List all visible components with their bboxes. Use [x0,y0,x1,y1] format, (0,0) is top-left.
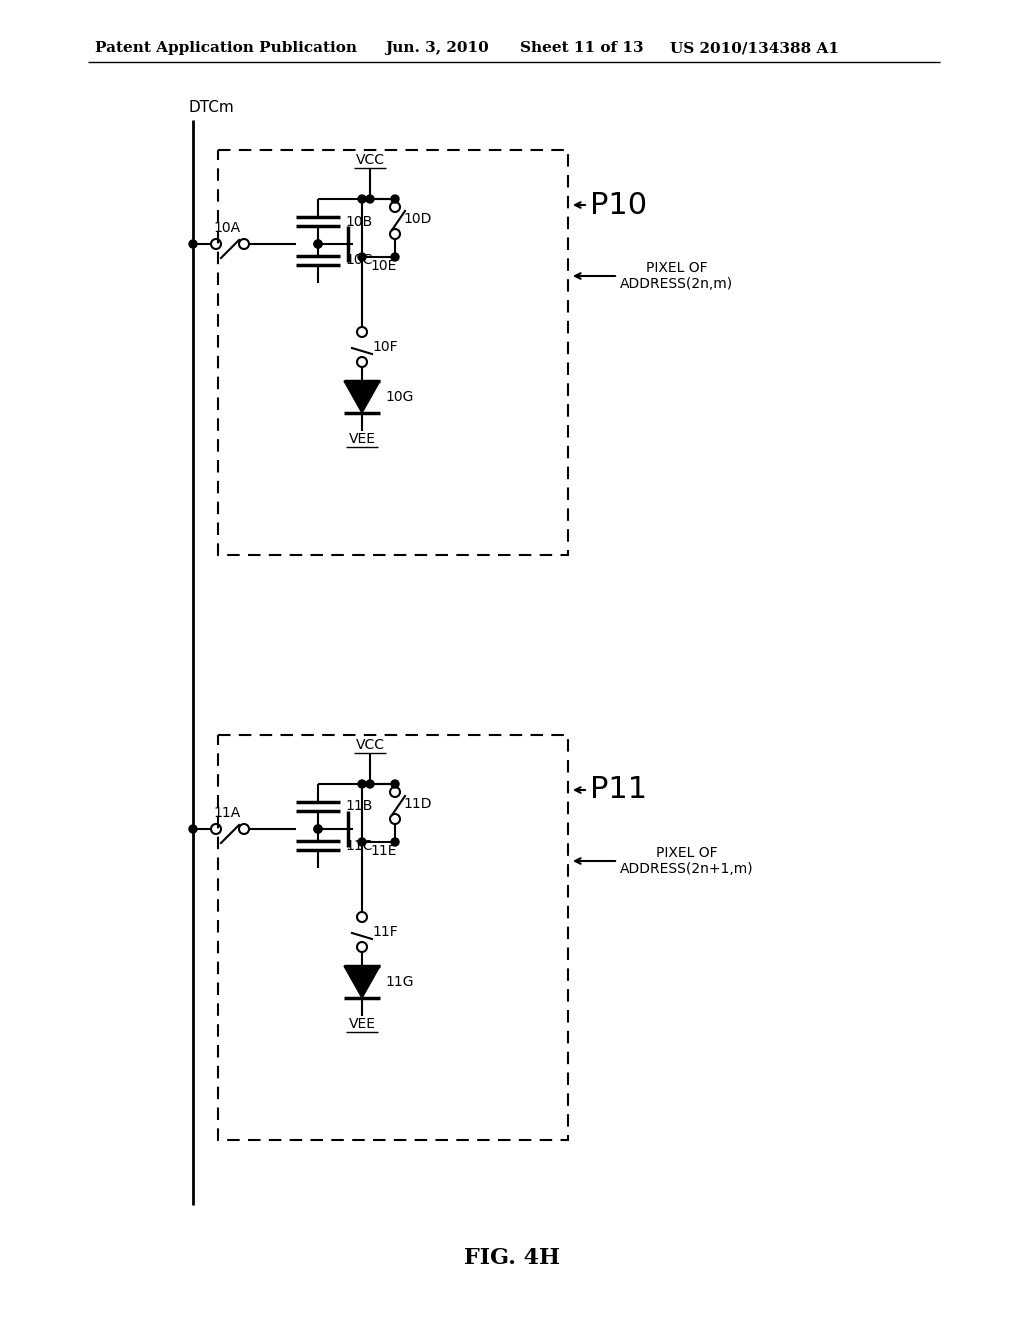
Circle shape [358,838,366,846]
Polygon shape [344,381,380,413]
Text: 10B: 10B [345,214,373,228]
Text: 11E: 11E [370,843,396,858]
Text: 11G: 11G [385,975,414,989]
Text: 10C: 10C [345,253,373,268]
Polygon shape [344,966,380,998]
Text: 10D: 10D [403,213,431,226]
Circle shape [391,838,399,846]
Circle shape [391,780,399,788]
Circle shape [391,253,399,261]
Text: 10G: 10G [385,389,414,404]
Circle shape [189,825,197,833]
Circle shape [358,195,366,203]
Text: P11: P11 [590,776,647,804]
Text: 10A: 10A [213,220,240,235]
Text: P10: P10 [590,190,647,219]
Text: 10F: 10F [372,341,397,354]
Circle shape [314,825,322,833]
Circle shape [366,195,374,203]
Circle shape [189,240,197,248]
Text: VEE: VEE [348,1016,376,1031]
Text: VCC: VCC [355,153,384,168]
Circle shape [358,253,366,261]
Text: 11C: 11C [345,838,373,853]
Text: Sheet 11 of 13: Sheet 11 of 13 [520,41,644,55]
Text: VEE: VEE [348,432,376,446]
Circle shape [358,780,366,788]
Circle shape [314,240,322,248]
Text: VCC: VCC [355,738,384,752]
Text: Jun. 3, 2010: Jun. 3, 2010 [385,41,488,55]
Bar [218,150,568,554]
Text: 11F: 11F [372,925,397,939]
Bar [218,735,568,1140]
Circle shape [366,780,374,788]
Text: DTCm: DTCm [188,100,233,116]
Circle shape [391,195,399,203]
Circle shape [314,240,322,248]
Text: FIG. 4H: FIG. 4H [464,1247,560,1269]
Text: Patent Application Publication: Patent Application Publication [95,41,357,55]
Text: 11B: 11B [345,800,373,813]
Text: PIXEL OF
ADDRESS(2n+1,m): PIXEL OF ADDRESS(2n+1,m) [620,846,754,876]
Circle shape [314,825,322,833]
Text: 11D: 11D [403,797,431,810]
Text: 10E: 10E [370,259,396,273]
Text: PIXEL OF
ADDRESS(2n,m): PIXEL OF ADDRESS(2n,m) [620,261,733,292]
Text: 11A: 11A [213,807,241,820]
Text: US 2010/134388 A1: US 2010/134388 A1 [670,41,839,55]
